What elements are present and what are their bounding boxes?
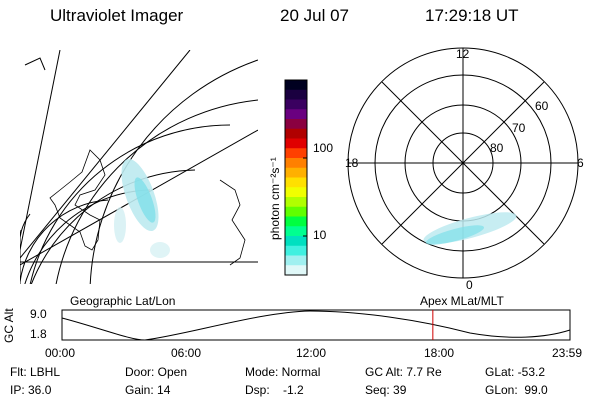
colorbar-swatch bbox=[285, 89, 307, 100]
polar-label-left: 18 bbox=[345, 156, 359, 170]
orbit-xtick-2: 12:00 bbox=[296, 346, 327, 360]
date-label: 20 Jul 07 bbox=[280, 6, 349, 25]
colorbar-swatch bbox=[285, 206, 307, 217]
colorbar-swatch bbox=[285, 148, 307, 159]
filter-info: Flt: LBHL bbox=[10, 365, 61, 379]
colorbar-swatch bbox=[285, 158, 307, 169]
orbit-ytick-high: 9.0 bbox=[30, 307, 47, 321]
door-info: Door: Open bbox=[125, 365, 188, 379]
aurora-right bbox=[423, 212, 517, 245]
colorbar-swatch bbox=[285, 167, 307, 178]
orbit-xtick-0: 00:00 bbox=[45, 346, 76, 360]
colorbar-swatch bbox=[285, 216, 307, 227]
polar-label-right: 6 bbox=[577, 156, 584, 170]
colorbar-tick-100: 100 bbox=[313, 141, 334, 155]
lat-arc bbox=[20, 213, 31, 250]
polar-lat-80: 80 bbox=[490, 141, 504, 155]
ip-info: IP: 36.0 bbox=[10, 383, 52, 397]
colorbar-swatch bbox=[285, 128, 307, 139]
polar-label-bottom: 0 bbox=[466, 278, 473, 292]
orbit-xtick-3: 18:00 bbox=[424, 346, 455, 360]
seq-info: Seq: 39 bbox=[365, 383, 407, 397]
dsp-info: Dsp: -1.2 bbox=[245, 383, 304, 397]
colorbar-tick-10: 10 bbox=[313, 228, 327, 242]
colorbar-swatch bbox=[285, 197, 307, 208]
orbit-ytick-low: 1.8 bbox=[30, 327, 47, 341]
colorbar-swatch bbox=[285, 226, 307, 237]
glon-info: GLon: 99.0 bbox=[485, 383, 548, 397]
projection-left-label: Geographic Lat/Lon bbox=[70, 294, 176, 308]
colorbar-swatch bbox=[285, 187, 307, 198]
instrument-title: Ultraviolet Imager bbox=[50, 6, 184, 25]
orbit-plot bbox=[61, 309, 571, 341]
polar-label-top: 12 bbox=[456, 47, 470, 61]
colorbar-swatch bbox=[285, 99, 307, 110]
colorbar-swatch bbox=[285, 138, 307, 149]
colorbar-swatch bbox=[285, 80, 307, 91]
mode-info: Mode: Normal bbox=[245, 365, 321, 379]
colorbar-swatch bbox=[285, 177, 307, 188]
colorbar-swatch bbox=[285, 255, 307, 266]
colorbar-swatch bbox=[285, 119, 307, 130]
colorbar-swatch bbox=[285, 245, 307, 256]
colorbar-swatch bbox=[285, 265, 307, 276]
colorbar-swatch bbox=[285, 109, 307, 120]
colorbar-label: photon cm⁻²s⁻¹ bbox=[268, 157, 282, 240]
gcalt-info: GC Alt: 7.7 Re bbox=[365, 365, 442, 379]
polar-lat-60: 60 bbox=[535, 99, 549, 113]
orbit-ylabel: GC Alt bbox=[2, 308, 16, 343]
colorbar bbox=[285, 80, 307, 276]
time-label: 17:29:18 UT bbox=[425, 6, 519, 25]
colorbar-swatch bbox=[285, 236, 307, 247]
aurora-left bbox=[114, 158, 170, 258]
projection-right-label: Apex MLat/MLT bbox=[420, 294, 504, 308]
orbit-xtick-4: 23:59 bbox=[552, 346, 583, 360]
gain-info: Gain: 14 bbox=[125, 383, 171, 397]
polar-plot bbox=[347, 47, 579, 279]
glat-info: GLat: -53.2 bbox=[485, 365, 546, 379]
orbit-xtick-1: 06:00 bbox=[171, 346, 202, 360]
polar-lat-70: 70 bbox=[512, 121, 526, 135]
